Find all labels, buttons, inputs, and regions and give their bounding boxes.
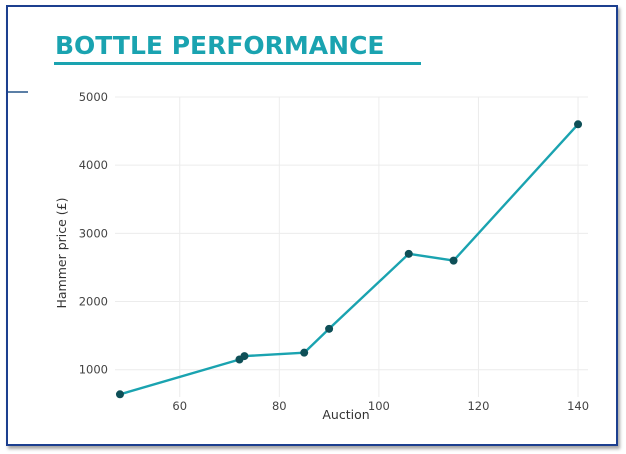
x-tick-label: 60: [172, 399, 187, 413]
y-tick-label: 4000: [79, 158, 108, 172]
point-layer: [115, 120, 583, 399]
line-chart: 60 80 100 120 140 1000 2000 3000 4000 5000 Auctio…: [54, 90, 589, 422]
y-tick-label: 1000: [79, 363, 108, 377]
data-point[interactable]: [115, 390, 124, 399]
y-tick-label: 2000: [79, 295, 108, 309]
x-tick-label: 80: [272, 399, 287, 413]
data-point[interactable]: [574, 120, 583, 129]
y-tick-label: 5000: [79, 90, 108, 104]
data-point[interactable]: [449, 256, 458, 265]
title-underline: [54, 62, 421, 65]
tick-layer: 60 80 100 120 140 1000 2000 3000 4000 5000: [79, 90, 589, 413]
x-tick-label: 140: [567, 399, 589, 413]
data-point[interactable]: [404, 249, 413, 258]
x-axis-label: Auction: [322, 407, 369, 422]
data-point[interactable]: [240, 352, 249, 361]
data-point[interactable]: [300, 348, 309, 357]
chart-title: BOTTLE PERFORMANCE: [55, 31, 385, 60]
side-accent-line: [8, 91, 28, 93]
chart-frame: BOTTLE PERFORMANCE 60 80 100 120 140 1000 2000…: [6, 5, 618, 446]
x-tick-label: 120: [467, 399, 489, 413]
y-tick-label: 3000: [79, 226, 108, 240]
x-tick-label: 100: [368, 399, 390, 413]
y-axis-label: Hammer price (£): [54, 197, 69, 308]
data-point[interactable]: [325, 324, 334, 333]
grid-layer: [115, 96, 588, 397]
